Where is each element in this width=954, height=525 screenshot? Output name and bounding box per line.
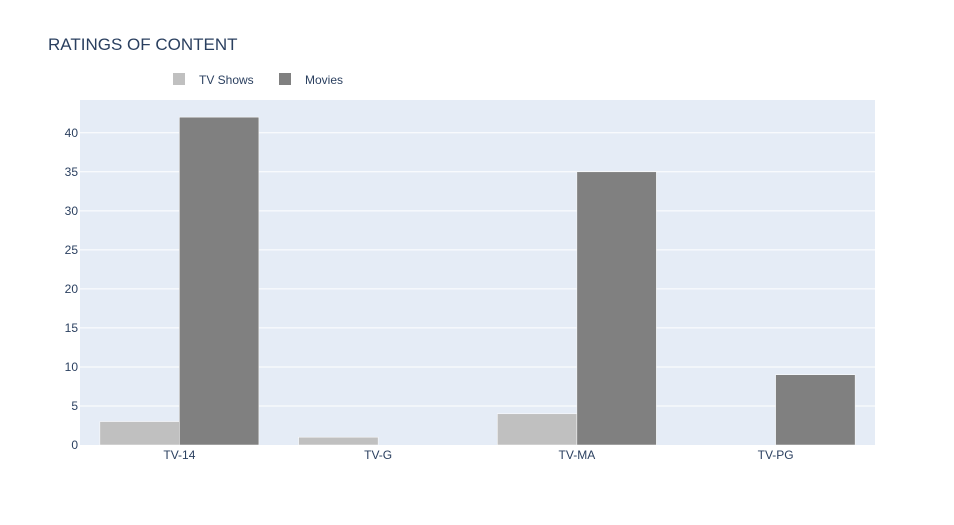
- x-tick-label-tv-pg: TV-PG: [758, 448, 794, 462]
- y-tick-label-35: 35: [65, 165, 79, 179]
- chart-title: RATINGS OF CONTENT: [48, 35, 238, 54]
- x-tick-label-tv-g: TV-G: [364, 448, 392, 462]
- bar-tv-shows-tv-14[interactable]: [99, 421, 180, 446]
- y-tick-label-20: 20: [65, 282, 79, 296]
- y-tick-label-40: 40: [65, 126, 79, 140]
- bar-movies-tv-14[interactable]: [179, 116, 260, 446]
- bar-tv-shows-tv-ma[interactable]: [497, 413, 578, 446]
- x-tick-label-tv-14: TV-14: [163, 448, 195, 462]
- y-tick-label-0: 0: [71, 438, 78, 452]
- bar-movies-tv-ma[interactable]: [576, 171, 657, 446]
- legend-item-tv-shows[interactable]: TV Shows: [173, 73, 254, 87]
- bar-tv-shows-tv-g[interactable]: [298, 436, 379, 446]
- y-tick-label-30: 30: [65, 204, 79, 218]
- bars: [99, 116, 856, 446]
- legend-label-movies: Movies: [305, 73, 343, 87]
- x-axis: TV-14 TV-G TV-MA TV-PG: [163, 448, 793, 462]
- bar-movies-tv-pg[interactable]: [775, 374, 856, 446]
- y-axis: 0 5 10 15 20 25 30 35 40: [65, 126, 79, 452]
- y-tick-label-15: 15: [65, 321, 79, 335]
- y-tick-label-5: 5: [71, 399, 78, 413]
- legend-item-movies[interactable]: Movies: [279, 73, 343, 87]
- y-tick-label-25: 25: [65, 243, 79, 257]
- legend-label-tv-shows: TV Shows: [199, 73, 254, 87]
- legend: TV Shows Movies: [173, 73, 343, 87]
- x-tick-label-tv-ma: TV-MA: [559, 448, 596, 462]
- legend-swatch-movies: [279, 73, 291, 85]
- y-tick-label-10: 10: [65, 360, 79, 374]
- legend-swatch-tv-shows: [173, 73, 185, 85]
